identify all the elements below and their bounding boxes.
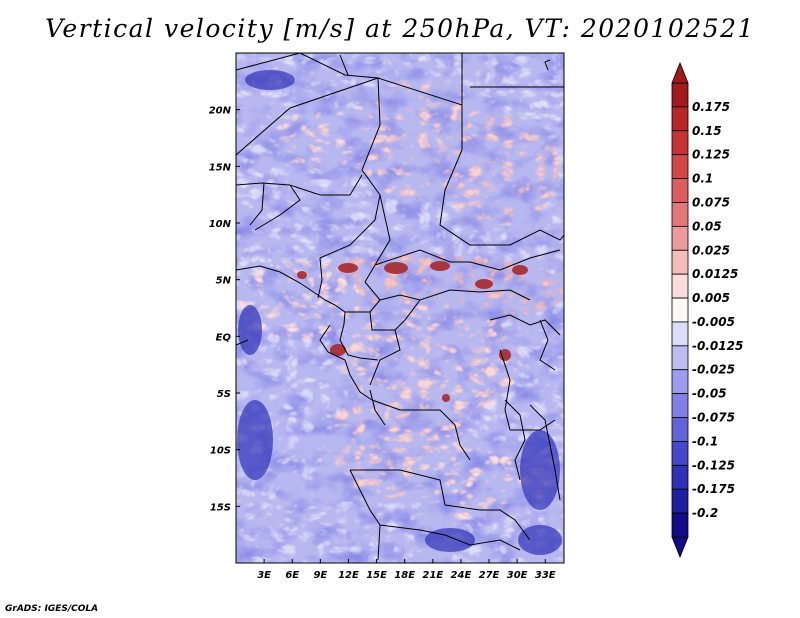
colorbar-label: 0.075 bbox=[692, 195, 730, 209]
colorbar-label: -0.05 bbox=[692, 387, 727, 401]
colorbar-swatch bbox=[671, 369, 689, 395]
x-tick-label: 33E bbox=[535, 570, 556, 581]
colorbar-swatch bbox=[671, 225, 689, 251]
credit-label: GrADS: IGES/COLA bbox=[5, 604, 99, 614]
chart-title: Vertical velocity [m/s] at 250hPa, VT: 2… bbox=[45, 14, 755, 43]
colorbar-swatch bbox=[671, 249, 689, 275]
colorbar-swatch bbox=[671, 202, 689, 227]
colorbar-swatch bbox=[671, 154, 689, 179]
colorbar-label: 0.15 bbox=[692, 124, 722, 138]
colorbar-swatch bbox=[671, 178, 689, 203]
map-frame bbox=[235, 52, 565, 564]
vertical-velocity-field bbox=[236, 53, 564, 563]
y-tick-label: 10S bbox=[210, 446, 231, 457]
colorbar-label: -0.2 bbox=[692, 506, 718, 520]
y-tick-label: 5N bbox=[216, 276, 232, 287]
colorbar-bottom-arrow bbox=[671, 536, 689, 559]
x-tick-label: 18E bbox=[394, 570, 415, 581]
colorbar-label: -0.005 bbox=[692, 315, 735, 329]
x-tick-label: 24E bbox=[451, 570, 472, 581]
colorbar-label: 0.1 bbox=[692, 172, 713, 186]
x-tick-label: 30E bbox=[507, 570, 528, 581]
colorbar-swatch bbox=[671, 393, 689, 418]
x-tick-label: 12E bbox=[338, 570, 359, 581]
colorbar: 0.175 0.15 0.125 0.1 0.075 0.05 0.025 0.0125 0.0… bbox=[671, 61, 743, 559]
y-tick-label: 5S bbox=[217, 389, 231, 400]
x-tick-label: 3E bbox=[257, 570, 271, 581]
y-tick-label: 20N bbox=[209, 106, 232, 117]
colorbar-label: 0.125 bbox=[692, 148, 730, 162]
x-tick-label: 21E bbox=[422, 570, 443, 581]
colorbar-swatch bbox=[671, 273, 689, 299]
colorbar-label: -0.125 bbox=[692, 458, 735, 472]
colorbar-swatch bbox=[671, 345, 689, 371]
colorbar-top-arrow bbox=[671, 61, 689, 84]
country-boundaries bbox=[236, 53, 564, 561]
colorbar-label: 0.05 bbox=[692, 219, 722, 233]
colorbar-label: -0.175 bbox=[692, 482, 735, 496]
colorbar-swatch bbox=[671, 297, 689, 323]
colorbar-label: 0.175 bbox=[692, 100, 730, 114]
x-tick-label: 27E bbox=[479, 570, 500, 581]
y-tick-label: 10N bbox=[209, 219, 232, 230]
colorbar-swatch bbox=[671, 512, 689, 538]
x-tick-label: 9E bbox=[313, 570, 327, 581]
colorbar-label: -0.025 bbox=[692, 363, 735, 377]
colorbar-swatch bbox=[671, 106, 689, 132]
colorbar-label: -0.0125 bbox=[692, 339, 743, 353]
colorbar-label: 0.0125 bbox=[692, 267, 738, 281]
colorbar-swatch bbox=[671, 441, 689, 466]
x-axis: 3E 6E 9E 12E 15E 18E 21E 24E 27E 30E 33E bbox=[257, 559, 556, 581]
x-tick-label: 6E bbox=[285, 570, 299, 581]
colorbar-swatch bbox=[671, 417, 689, 442]
colorbar-swatch bbox=[671, 82, 689, 108]
y-axis: 20N 15N 10N 5N EQ 5S 10S 15S bbox=[209, 106, 240, 513]
colorbar-label: 0.005 bbox=[692, 291, 730, 305]
colorbar-label: -0.1 bbox=[692, 434, 718, 448]
colorbar-swatch bbox=[671, 321, 689, 347]
y-tick-label: 15N bbox=[209, 162, 232, 173]
colorbar-swatch bbox=[671, 488, 689, 514]
colorbar-label: -0.075 bbox=[692, 411, 735, 425]
colorbar-label: 0.025 bbox=[692, 243, 730, 257]
colorbar-swatch bbox=[671, 130, 689, 156]
x-tick-label: 15E bbox=[366, 570, 387, 581]
y-tick-label: EQ bbox=[216, 332, 232, 343]
y-tick-label: 15S bbox=[210, 502, 231, 513]
colorbar-swatch bbox=[671, 464, 689, 490]
